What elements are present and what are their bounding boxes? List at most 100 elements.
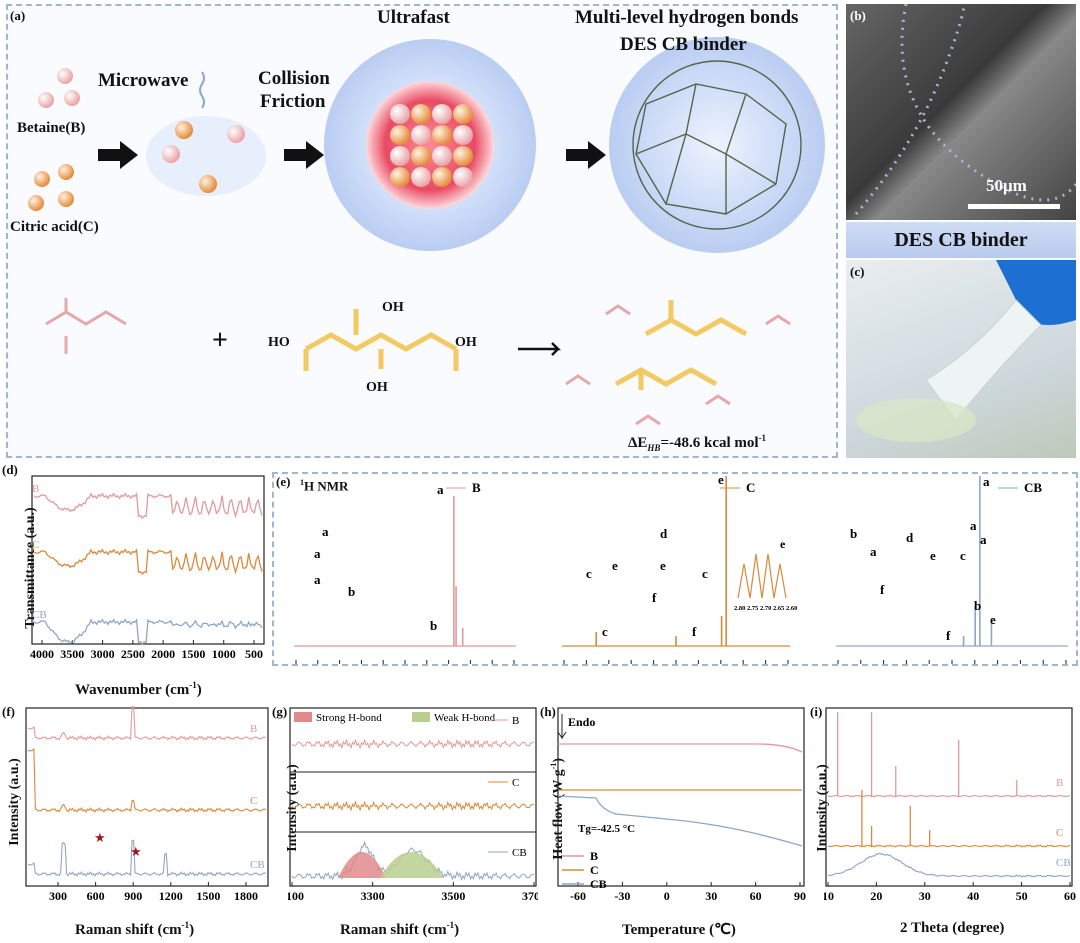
legend-label: CB bbox=[1024, 480, 1042, 495]
peak-label: a bbox=[437, 482, 444, 497]
tick-label: 4000 bbox=[30, 647, 54, 661]
series-label: B bbox=[512, 715, 519, 727]
peak-label: c bbox=[602, 624, 608, 639]
nmr-inset bbox=[737, 553, 787, 599]
peak-label: c bbox=[960, 548, 966, 563]
panel-label-a: (a) bbox=[10, 8, 26, 23]
citric-molecule bbox=[34, 171, 50, 187]
series-b-line bbox=[558, 743, 803, 753]
series-c-line bbox=[827, 844, 1070, 848]
tick-label: 3100 bbox=[288, 889, 304, 903]
peak-label: f bbox=[692, 624, 697, 639]
plus-sign: + bbox=[212, 325, 228, 356]
tick-label: -60 bbox=[570, 889, 586, 903]
series-label: C bbox=[1056, 827, 1063, 839]
tick-label: 0 bbox=[664, 889, 670, 903]
i-xlabel: 2 Theta (degree) bbox=[900, 920, 1005, 936]
series-label: B bbox=[32, 483, 39, 495]
nmr-title: 1H NMR bbox=[300, 478, 349, 494]
series-label: B bbox=[1056, 777, 1063, 789]
peak-label: e bbox=[718, 476, 724, 487]
panel-e bbox=[272, 472, 1078, 666]
legend-label: B bbox=[590, 849, 598, 863]
molecule-ball bbox=[432, 125, 452, 145]
molecule-ball bbox=[453, 146, 473, 166]
molecule-ball bbox=[432, 167, 452, 187]
tg-label: Tg=-42.5 °C bbox=[578, 823, 635, 835]
series-label: CB bbox=[250, 859, 265, 871]
series-b-line bbox=[27, 706, 267, 741]
citric-structure bbox=[303, 309, 459, 371]
peak-label: e bbox=[930, 548, 936, 563]
legend-label: C bbox=[590, 863, 599, 877]
panel-label-i: (i) bbox=[810, 704, 823, 719]
sem-image: (b) 50μm bbox=[846, 4, 1076, 220]
label-collision: Collision bbox=[258, 68, 330, 89]
series-c-line bbox=[33, 548, 263, 575]
peak-label: b bbox=[430, 618, 437, 633]
peak-label: a bbox=[970, 518, 977, 533]
arrow-icon bbox=[518, 342, 562, 356]
peak-label: c bbox=[586, 566, 592, 581]
legend-strong: Strong H-bond bbox=[316, 712, 382, 724]
tick-label: 2000 bbox=[151, 647, 175, 661]
panel-label-h: (h) bbox=[540, 704, 556, 719]
binder-sphere bbox=[609, 37, 825, 253]
peak-label: a bbox=[980, 532, 987, 547]
xrd-chart: 10 20 30 40 50 60 B C CB bbox=[824, 707, 1076, 903]
label-citric: Citric acid(C) bbox=[10, 219, 99, 235]
legend-swatch-weak bbox=[412, 712, 430, 722]
tick-label: -30 bbox=[614, 889, 630, 903]
betaine-structure bbox=[45, 298, 127, 354]
peak-label: a bbox=[314, 546, 321, 561]
molecule-ball bbox=[390, 125, 410, 145]
tick-label: 10 bbox=[824, 889, 834, 903]
legend-swatch-strong bbox=[294, 712, 312, 722]
inset-label: e bbox=[780, 537, 786, 551]
chem-oh: OH bbox=[455, 335, 477, 350]
tick-label: 30 bbox=[919, 889, 931, 903]
molecule-ball bbox=[411, 104, 431, 124]
panel-label-d: (d) bbox=[2, 462, 18, 477]
arrow-icon bbox=[284, 141, 324, 169]
series-label: B bbox=[250, 723, 257, 735]
binder-caption: DES CB binder bbox=[846, 222, 1076, 258]
tick-label: 1000 bbox=[212, 647, 236, 661]
scale-bar-label: 50μm bbox=[986, 176, 1027, 195]
d-xlabel: Wavenumber (cm-1) bbox=[75, 680, 202, 698]
series-label: CB bbox=[32, 609, 47, 621]
molecule-ball bbox=[453, 167, 473, 187]
raman-hbond-chart: 3100 3300 3500 3700 Strong H-bond Weak H-bond… bbox=[288, 707, 538, 903]
tick-label: 30 bbox=[705, 889, 717, 903]
tick-label: 40 bbox=[967, 889, 979, 903]
peak-label: a bbox=[322, 524, 329, 539]
tick-label: 90 bbox=[794, 889, 806, 903]
cb-structure bbox=[614, 300, 748, 390]
betaine-molecule bbox=[57, 68, 73, 84]
tick-label: 1500 bbox=[181, 647, 205, 661]
peak-label: b bbox=[348, 584, 355, 599]
arrow-icon bbox=[98, 141, 138, 169]
molecule-ball bbox=[411, 146, 431, 166]
panel-label-f: (f) bbox=[2, 704, 15, 719]
series-b-line bbox=[33, 492, 263, 519]
series-label: C bbox=[250, 795, 257, 807]
molecule-ball bbox=[411, 125, 431, 145]
series-label: C bbox=[32, 539, 39, 551]
tick-label: 1200 bbox=[159, 889, 183, 903]
raman-chart: 300 600 900 1200 1500 1800 B C CB ★ ★ bbox=[25, 706, 269, 903]
label-des-cb: DES CB binder bbox=[620, 34, 747, 55]
series-cb-line bbox=[827, 852, 1070, 878]
tick-label: 2500 bbox=[121, 647, 145, 661]
series-cb-line bbox=[27, 839, 267, 878]
arrow-icon bbox=[566, 141, 606, 169]
tick-label: 1800 bbox=[234, 889, 258, 903]
series-cb-line bbox=[33, 618, 263, 645]
binder-photo: (c) bbox=[846, 260, 1076, 458]
molecule-ball bbox=[453, 104, 473, 124]
tick-label: 600 bbox=[87, 889, 105, 903]
series-label: CB bbox=[1056, 857, 1071, 869]
label-microwave: Microwave bbox=[98, 70, 189, 91]
panel-label-c: (c) bbox=[850, 264, 865, 279]
